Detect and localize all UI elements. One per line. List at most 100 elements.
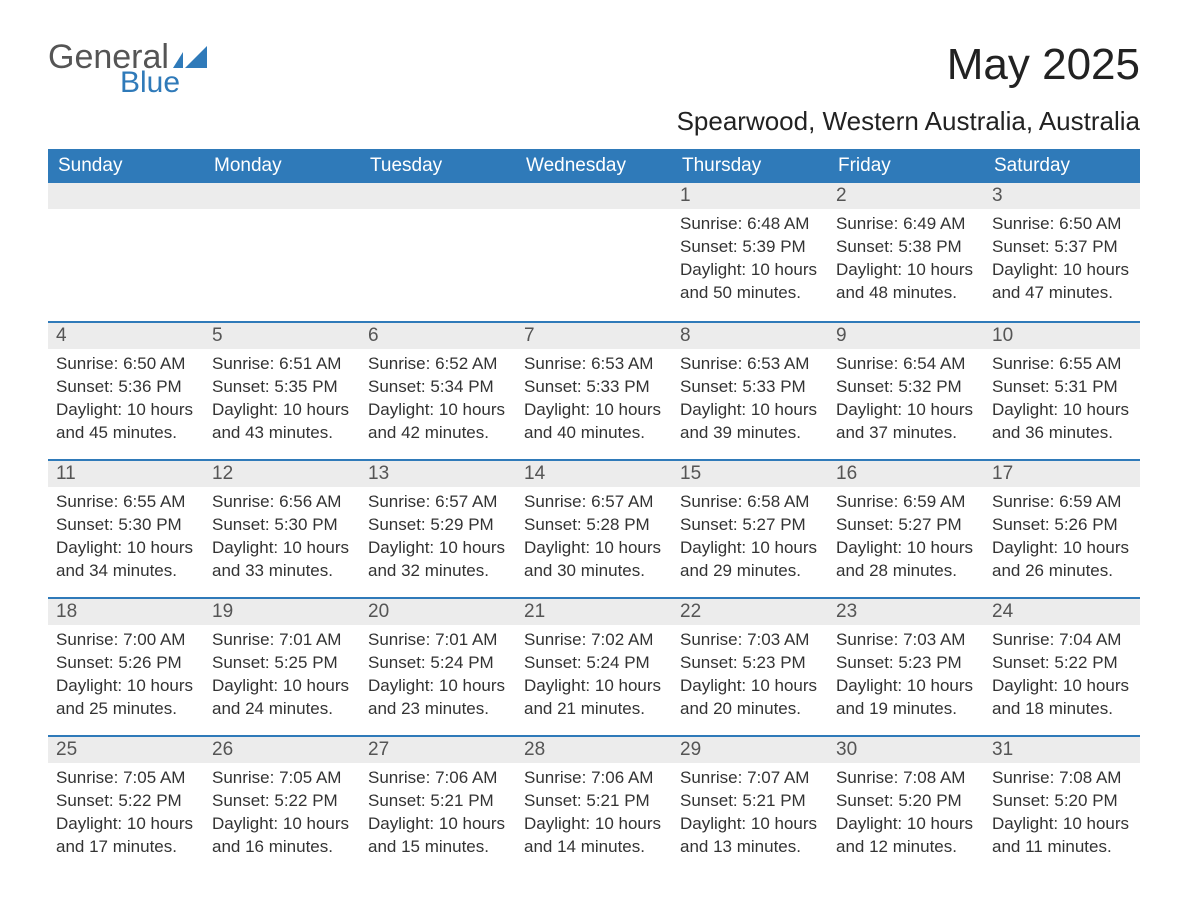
day-details: Sunrise: 6:56 AMSunset: 5:30 PMDaylight:… bbox=[204, 487, 360, 583]
calendar-day-cell bbox=[48, 183, 204, 321]
label: Sunrise: bbox=[524, 630, 586, 649]
value: 6:50 AM bbox=[118, 354, 185, 373]
label: Sunset: bbox=[212, 791, 270, 810]
calendar-day-cell: 4Sunrise: 6:50 AMSunset: 5:36 PMDaylight… bbox=[48, 321, 204, 459]
calendar-day-cell: 8Sunrise: 6:53 AMSunset: 5:33 PMDaylight… bbox=[672, 321, 828, 459]
label: Sunrise: bbox=[992, 630, 1054, 649]
calendar-day-cell: 12Sunrise: 6:56 AMSunset: 5:30 PMDayligh… bbox=[204, 459, 360, 597]
value: 7:03 AM bbox=[742, 630, 809, 649]
calendar-day-cell bbox=[360, 183, 516, 321]
label: Sunrise: bbox=[680, 768, 742, 787]
value: 6:56 AM bbox=[274, 492, 341, 511]
day-details: Sunrise: 7:03 AMSunset: 5:23 PMDaylight:… bbox=[672, 625, 828, 721]
value: 6:48 AM bbox=[742, 214, 809, 233]
label: Sunset: bbox=[368, 515, 426, 534]
label: Sunset: bbox=[524, 653, 582, 672]
value: 5:27 PM bbox=[738, 515, 806, 534]
value: 5:26 PM bbox=[1050, 515, 1118, 534]
calendar-day-cell: 22Sunrise: 7:03 AMSunset: 5:23 PMDayligh… bbox=[672, 597, 828, 735]
day-details: Sunrise: 6:59 AMSunset: 5:27 PMDaylight:… bbox=[828, 487, 984, 583]
day-number: 6 bbox=[360, 321, 516, 349]
label: Daylight: bbox=[56, 538, 122, 557]
value: 7:06 AM bbox=[430, 768, 497, 787]
value: 5:34 PM bbox=[426, 377, 494, 396]
calendar-day-cell: 17Sunrise: 6:59 AMSunset: 5:26 PMDayligh… bbox=[984, 459, 1140, 597]
calendar-table: SundayMondayTuesdayWednesdayThursdayFrid… bbox=[48, 149, 1140, 873]
calendar-day-cell: 11Sunrise: 6:55 AMSunset: 5:30 PMDayligh… bbox=[48, 459, 204, 597]
label: Sunset: bbox=[680, 237, 738, 256]
calendar-day-cell: 20Sunrise: 7:01 AMSunset: 5:24 PMDayligh… bbox=[360, 597, 516, 735]
label: Sunrise: bbox=[680, 492, 742, 511]
value: 6:58 AM bbox=[742, 492, 809, 511]
value: 6:50 AM bbox=[1054, 214, 1121, 233]
label: Sunset: bbox=[836, 653, 894, 672]
label: Sunrise: bbox=[56, 492, 118, 511]
value: 5:30 PM bbox=[114, 515, 182, 534]
day-details: Sunrise: 6:57 AMSunset: 5:29 PMDaylight:… bbox=[360, 487, 516, 583]
label: Sunrise: bbox=[212, 768, 274, 787]
day-number: 22 bbox=[672, 597, 828, 625]
label: Daylight: bbox=[56, 400, 122, 419]
day-details: Sunrise: 6:54 AMSunset: 5:32 PMDaylight:… bbox=[828, 349, 984, 445]
calendar-day-cell bbox=[204, 183, 360, 321]
day-details: Sunrise: 7:00 AMSunset: 5:26 PMDaylight:… bbox=[48, 625, 204, 721]
value: 6:53 AM bbox=[742, 354, 809, 373]
weekday-header: Tuesday bbox=[360, 149, 516, 183]
weekday-header: Sunday bbox=[48, 149, 204, 183]
value: 5:21 PM bbox=[582, 791, 650, 810]
value: 6:57 AM bbox=[586, 492, 653, 511]
value: 6:57 AM bbox=[430, 492, 497, 511]
day-details: Sunrise: 6:48 AMSunset: 5:39 PMDaylight:… bbox=[672, 209, 828, 305]
day-number: 17 bbox=[984, 459, 1140, 487]
day-number: 28 bbox=[516, 735, 672, 763]
day-details: Sunrise: 7:06 AMSunset: 5:21 PMDaylight:… bbox=[516, 763, 672, 859]
value: 6:55 AM bbox=[1054, 354, 1121, 373]
calendar-week-row: 4Sunrise: 6:50 AMSunset: 5:36 PMDaylight… bbox=[48, 321, 1140, 459]
label: Sunrise: bbox=[212, 630, 274, 649]
day-number: 14 bbox=[516, 459, 672, 487]
day-number: 2 bbox=[828, 183, 984, 209]
label: Sunset: bbox=[992, 791, 1050, 810]
label: Daylight: bbox=[836, 676, 902, 695]
day-details: Sunrise: 6:55 AMSunset: 5:30 PMDaylight:… bbox=[48, 487, 204, 583]
value: 5:25 PM bbox=[270, 653, 338, 672]
value: 5:28 PM bbox=[582, 515, 650, 534]
value: 5:22 PM bbox=[1050, 653, 1118, 672]
calendar-day-cell: 30Sunrise: 7:08 AMSunset: 5:20 PMDayligh… bbox=[828, 735, 984, 873]
label: Daylight: bbox=[524, 676, 590, 695]
label: Daylight: bbox=[836, 538, 902, 557]
weekday-header: Thursday bbox=[672, 149, 828, 183]
day-number: 12 bbox=[204, 459, 360, 487]
day-details: Sunrise: 6:55 AMSunset: 5:31 PMDaylight:… bbox=[984, 349, 1140, 445]
value: 5:24 PM bbox=[426, 653, 494, 672]
label: Daylight: bbox=[992, 814, 1058, 833]
value: 7:05 AM bbox=[274, 768, 341, 787]
day-number: 26 bbox=[204, 735, 360, 763]
label: Sunset: bbox=[212, 515, 270, 534]
weekday-header: Wednesday bbox=[516, 149, 672, 183]
label: Daylight: bbox=[368, 814, 434, 833]
day-details: Sunrise: 7:05 AMSunset: 5:22 PMDaylight:… bbox=[204, 763, 360, 859]
value: 5:39 PM bbox=[738, 237, 806, 256]
label: Sunrise: bbox=[836, 630, 898, 649]
day-number: 10 bbox=[984, 321, 1140, 349]
label: Daylight: bbox=[368, 676, 434, 695]
label: Sunset: bbox=[680, 791, 738, 810]
day-number: 16 bbox=[828, 459, 984, 487]
label: Daylight: bbox=[56, 676, 122, 695]
calendar-day-cell: 28Sunrise: 7:06 AMSunset: 5:21 PMDayligh… bbox=[516, 735, 672, 873]
label: Sunrise: bbox=[836, 768, 898, 787]
label: Daylight: bbox=[680, 538, 746, 557]
day-number: 3 bbox=[984, 183, 1140, 209]
value: 5:38 PM bbox=[894, 237, 962, 256]
value: 5:20 PM bbox=[1050, 791, 1118, 810]
day-number: 25 bbox=[48, 735, 204, 763]
calendar-day-cell: 3Sunrise: 6:50 AMSunset: 5:37 PMDaylight… bbox=[984, 183, 1140, 321]
header: General Blue May 2025 bbox=[48, 40, 1140, 98]
calendar-day-cell: 15Sunrise: 6:58 AMSunset: 5:27 PMDayligh… bbox=[672, 459, 828, 597]
day-details: Sunrise: 6:58 AMSunset: 5:27 PMDaylight:… bbox=[672, 487, 828, 583]
logo-text-blue: Blue bbox=[120, 68, 207, 98]
label: Daylight: bbox=[368, 400, 434, 419]
day-number: 24 bbox=[984, 597, 1140, 625]
calendar-day-cell: 19Sunrise: 7:01 AMSunset: 5:25 PMDayligh… bbox=[204, 597, 360, 735]
